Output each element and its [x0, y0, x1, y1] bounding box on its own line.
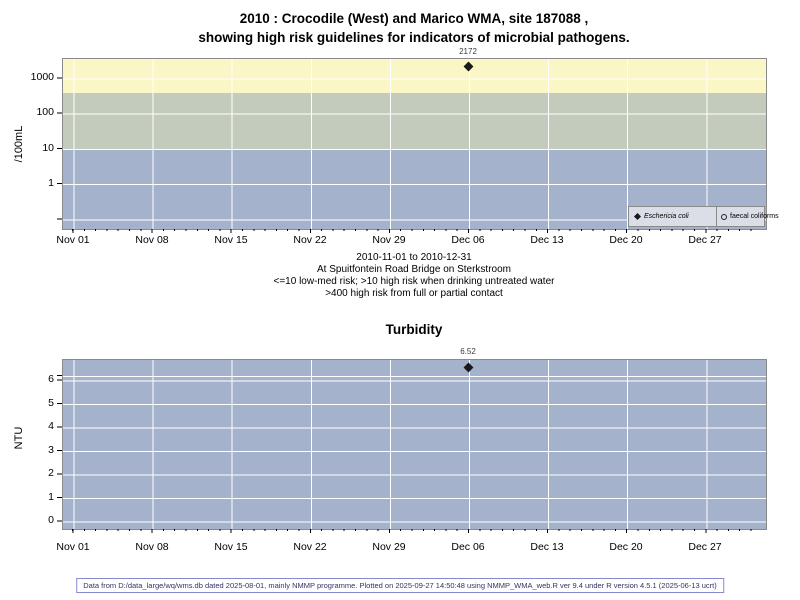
x-tick-label: Nov 15	[214, 234, 248, 246]
data-point-label: 6.52	[460, 347, 476, 356]
legend-ecoli: Eschericia coli	[628, 206, 720, 227]
footer-provenance: Data from D:/data_large/wq/wms.db dated …	[76, 578, 724, 593]
filled-diamond-icon	[633, 212, 642, 221]
chart-title-line1: 2010 : Crocodile (West) and Marico WMA, …	[239, 11, 589, 26]
subtitle-risk-guideline-1: <=10 low-med risk; >10 high risk when dr…	[273, 276, 555, 287]
open-circle-icon	[721, 213, 727, 220]
turbidity-x-axis-major-ticks	[62, 529, 752, 533]
x-tick-label: Nov 01	[56, 234, 90, 246]
chart-title: 2010 : Crocodile (West) and Marico WMA, …	[0, 9, 800, 47]
microbial-gridlines	[63, 59, 766, 229]
chart-title-line2: showing high risk guidelines for indicat…	[198, 30, 630, 45]
turbidity-y-axis-title: NTU	[13, 426, 25, 450]
y-tick-label: 10	[42, 142, 54, 154]
x-tick-label: Dec 27	[688, 234, 722, 246]
x-tick-label: Nov 22	[293, 541, 327, 553]
y-tick-label: 1	[48, 177, 54, 189]
x-tick-label: Nov 22	[293, 234, 327, 246]
subtitle-date-range: 2010-11-01 to 2010-12-31	[356, 252, 472, 263]
y-tick-label: 1	[48, 491, 54, 503]
x-tick-label: Dec 13	[530, 541, 564, 553]
y-tick-label: 100	[36, 106, 54, 118]
x-tick-label: Dec 06	[451, 541, 485, 553]
subtitle-risk-guideline-2: >400 high risk from full or partial cont…	[325, 288, 503, 299]
microbial-y-axis-title: /100mL	[13, 125, 25, 163]
x-tick-label: Nov 01	[56, 541, 90, 553]
subtitle-site-description: At Spuitfontein Road Bridge on Sterkstro…	[317, 264, 511, 275]
y-tick-label: 4	[48, 420, 54, 432]
y-tick-label: 6	[48, 373, 54, 385]
y-tick-label: 5	[48, 397, 54, 409]
x-tick-label: Nov 29	[372, 234, 406, 246]
y-tick-label: 0	[48, 514, 54, 526]
turbidity-y-axis-ticks	[57, 359, 62, 528]
x-tick-label: Dec 27	[688, 541, 722, 553]
microbial-y-axis-ticks	[57, 58, 62, 228]
x-tick-label: Nov 29	[372, 541, 406, 553]
x-tick-label: Dec 06	[451, 234, 485, 246]
legend-label-faecal-coliforms: faecal coliforms	[730, 213, 779, 220]
microbial-plot-area	[62, 58, 767, 230]
turbidity-title: Turbidity	[385, 322, 443, 337]
microbial-x-axis-major-ticks	[62, 229, 752, 233]
x-tick-label: Nov 08	[135, 234, 169, 246]
legend-label-ecoli: Eschericia coli	[644, 213, 689, 220]
x-tick-label: Nov 08	[135, 541, 169, 553]
x-tick-label: Dec 20	[609, 541, 643, 553]
turbidity-x-axis-minor-ticks	[62, 529, 752, 531]
x-tick-label: Dec 20	[609, 234, 643, 246]
legend-faecal-coliforms: faecal coliforms	[716, 206, 779, 227]
y-tick-label: 2	[48, 467, 54, 479]
y-tick-label: 3	[48, 444, 54, 456]
x-tick-label: Dec 13	[530, 234, 564, 246]
turbidity-gridlines	[63, 360, 766, 529]
x-tick-label: Nov 15	[214, 541, 248, 553]
microbial-x-axis-minor-ticks	[62, 229, 752, 231]
subtitle-block: 2010-11-01 to 2010-12-31 At Spuitfontein…	[0, 252, 800, 300]
y-tick-label: 1000	[30, 71, 54, 83]
data-point-label: 2172	[459, 47, 477, 56]
turbidity-plot-area	[62, 359, 767, 530]
